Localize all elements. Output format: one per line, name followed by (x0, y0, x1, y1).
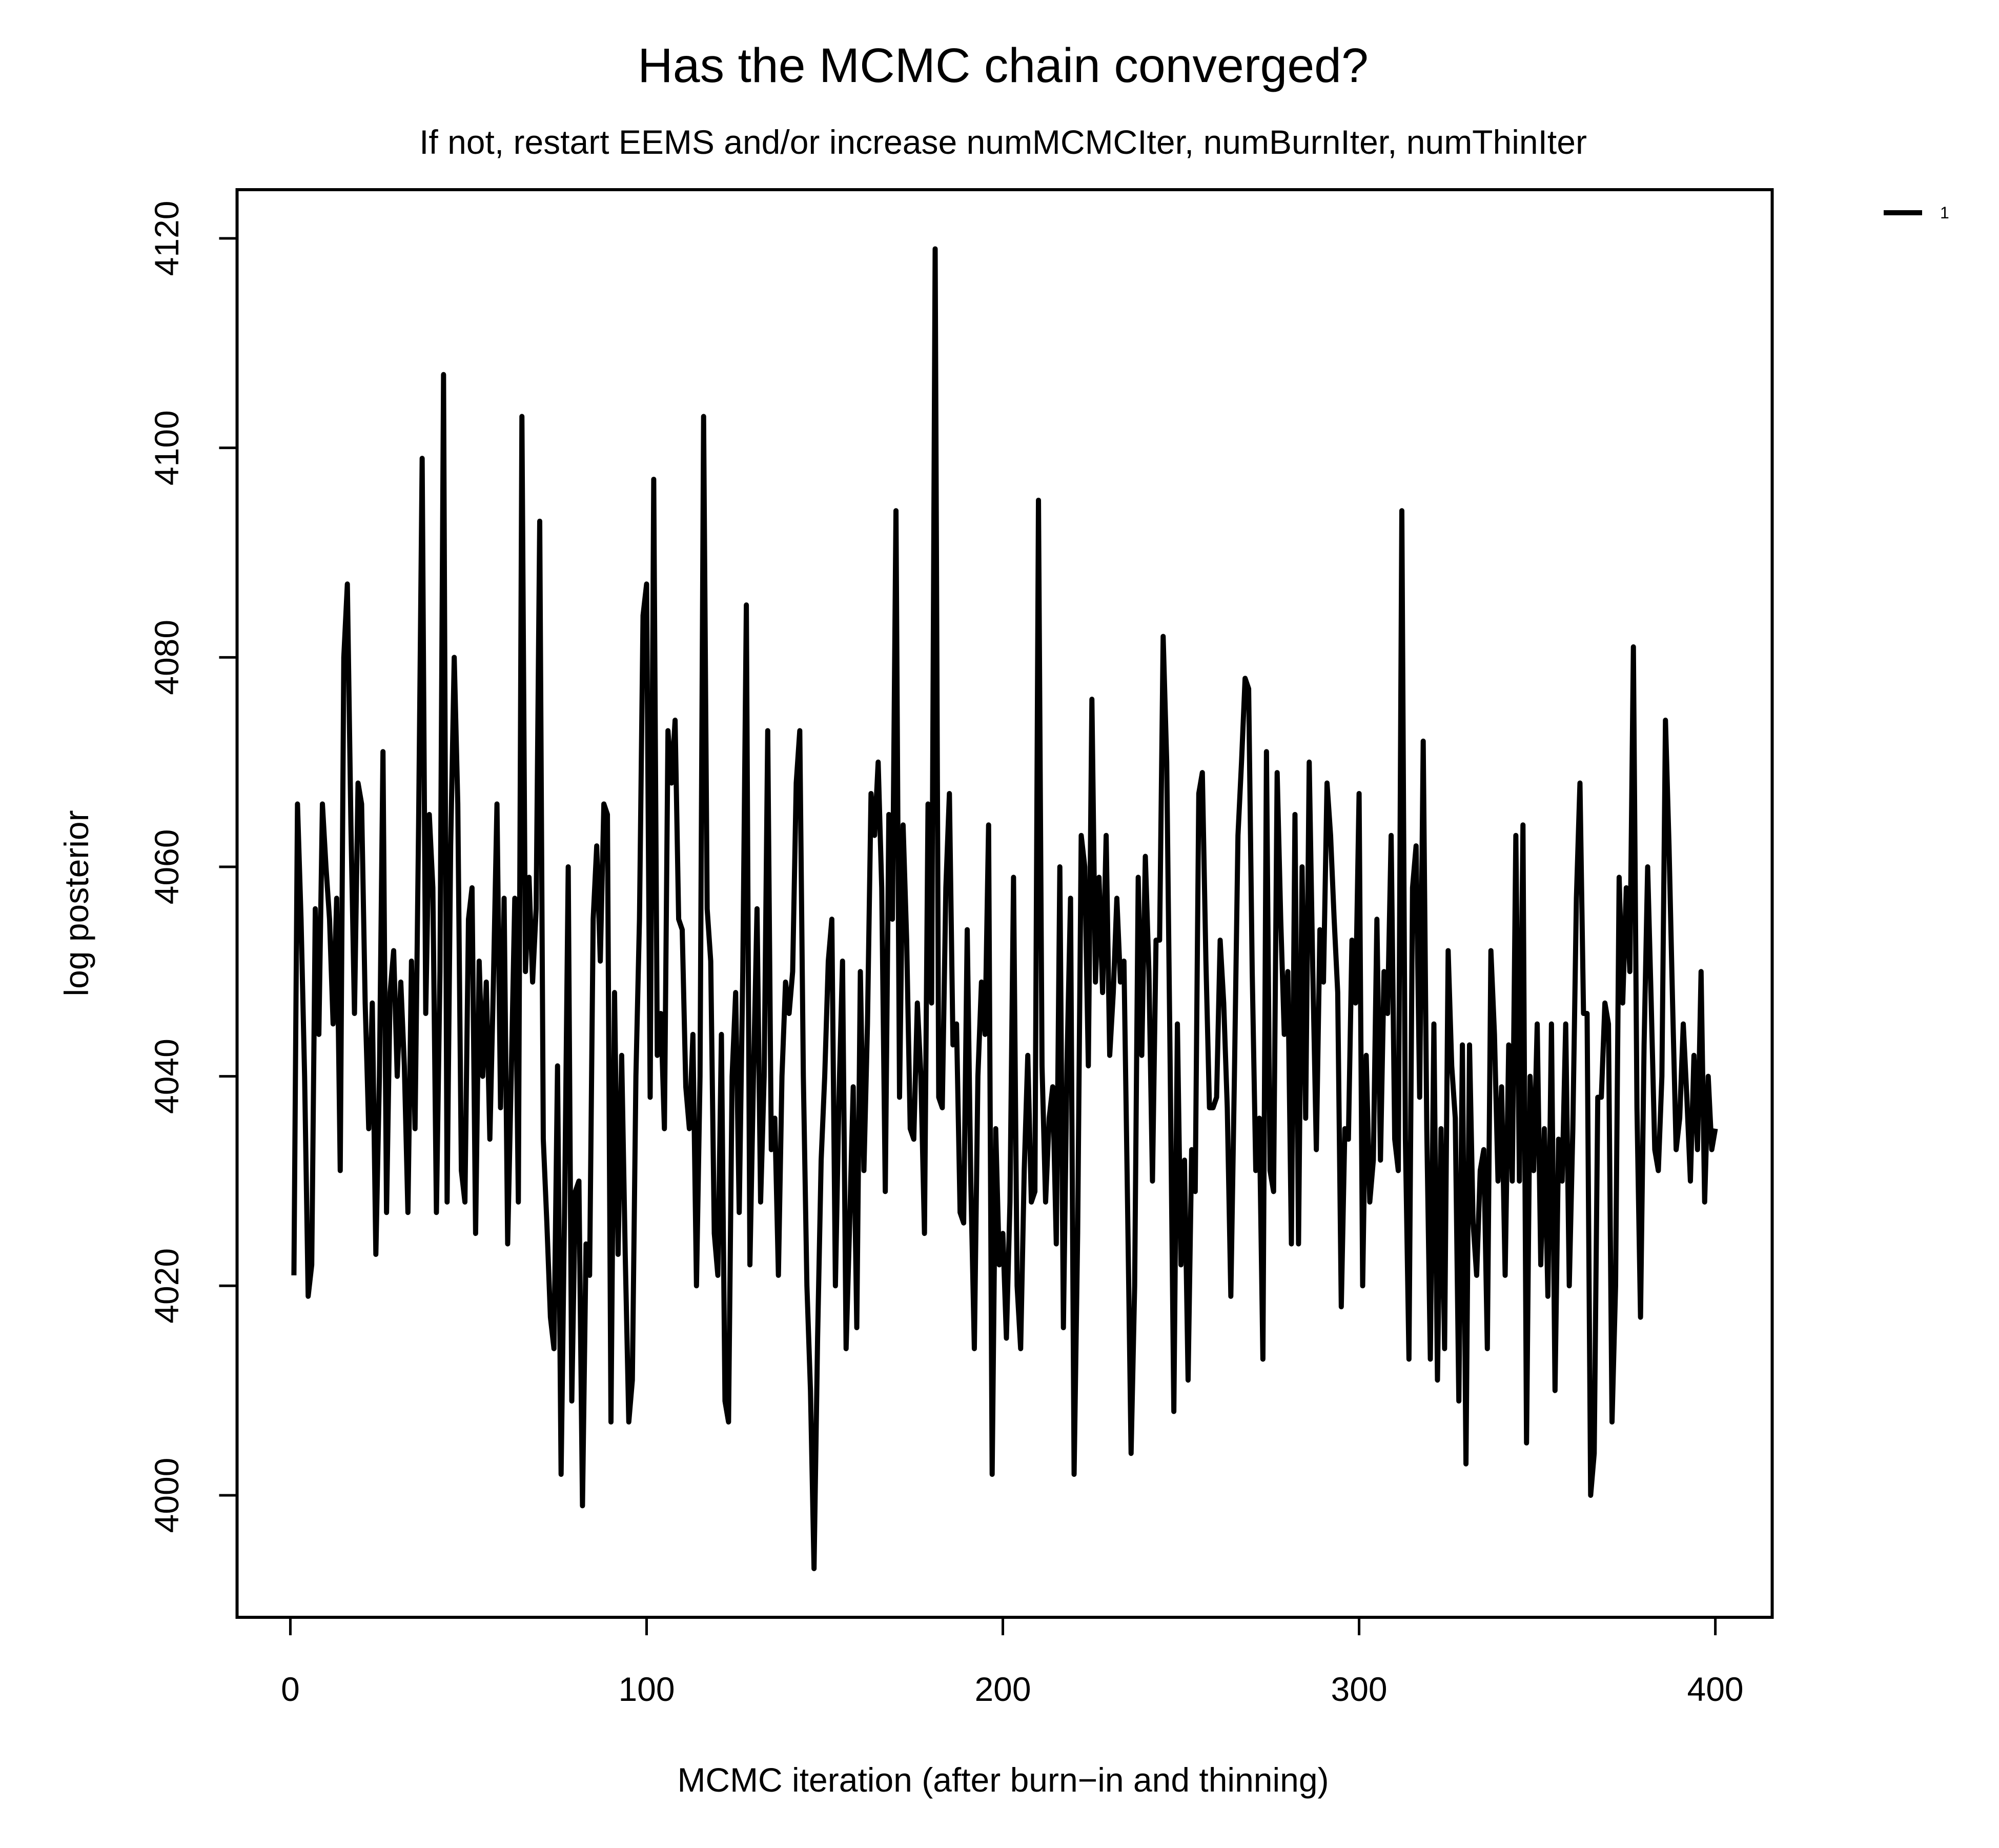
x-tick-label: 0 (281, 1670, 300, 1708)
chart-subtitle: If not, restart EEMS and/or increase num… (419, 123, 1587, 161)
data-line (291, 246, 1718, 1571)
y-tick-label: 4020 (148, 1248, 186, 1324)
y-tick-label: 4040 (148, 1039, 186, 1114)
y-axis-label: log posterior (57, 810, 95, 996)
y-tick-label: 4100 (148, 410, 186, 485)
plot-box (235, 188, 1774, 1619)
x-tick-label: 200 (974, 1670, 1031, 1708)
y-tick-label: 4000 (148, 1458, 186, 1533)
x-tick-label: 100 (618, 1670, 675, 1708)
x-tick-label: 400 (1687, 1670, 1744, 1708)
legend-label: 1 (1940, 204, 1949, 222)
x-tick-label: 300 (1331, 1670, 1387, 1708)
x-axis-label: MCMC iteration (after burn−in and thinni… (677, 1761, 1329, 1799)
y-tick-label: 4060 (148, 829, 186, 905)
y-tick-label: 4080 (148, 620, 186, 695)
chart-title: Has the MCMC chain converged? (638, 38, 1369, 93)
y-tick-label: 4120 (148, 201, 186, 276)
